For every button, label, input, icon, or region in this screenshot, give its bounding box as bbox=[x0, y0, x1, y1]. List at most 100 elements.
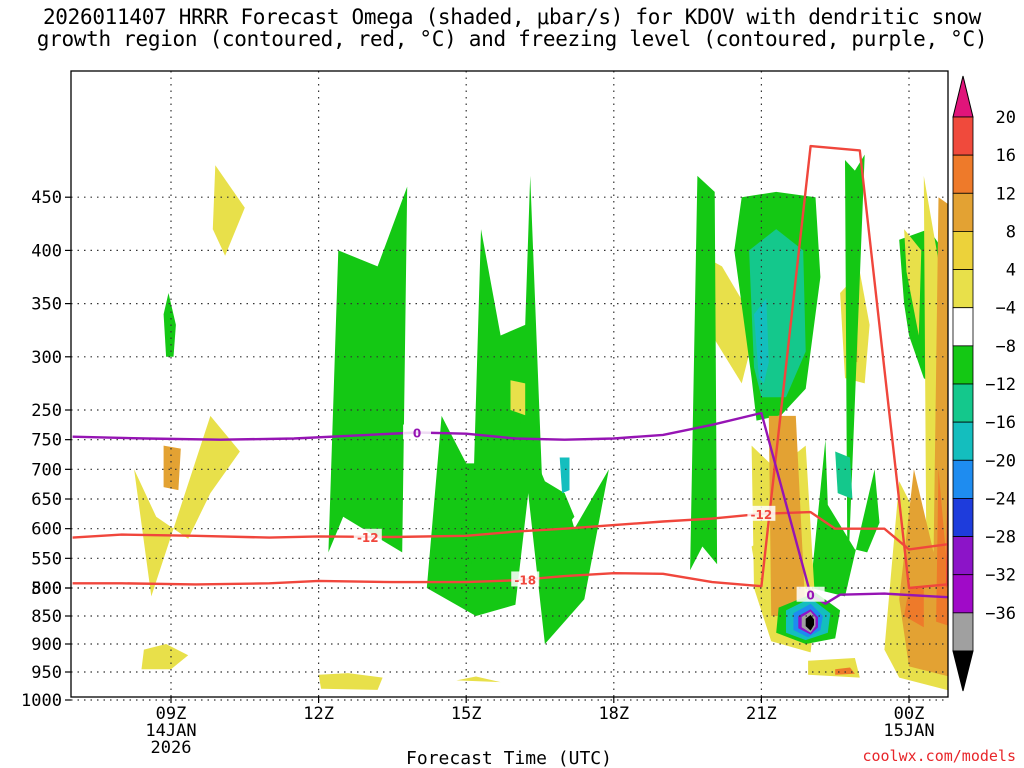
colorbar-label: 8 bbox=[1006, 222, 1016, 242]
omega-region bbox=[899, 197, 948, 677]
x-tick-label: 00Z bbox=[894, 704, 925, 724]
omega-region bbox=[904, 229, 922, 336]
y-tick-label: 950 bbox=[31, 663, 62, 683]
colorbar-swatch bbox=[952, 498, 974, 537]
grid-layer bbox=[71, 71, 948, 701]
colorbar-swatch bbox=[952, 574, 974, 614]
omega-region bbox=[163, 293, 176, 357]
colorbar-swatch bbox=[952, 421, 974, 461]
colorbar-swatch bbox=[952, 192, 974, 232]
y-tick-label: 450 bbox=[31, 188, 62, 208]
contour-label: 0 bbox=[806, 589, 814, 603]
y-tick-label: 900 bbox=[31, 635, 62, 655]
omega-region bbox=[134, 415, 240, 597]
colorbar-swatch bbox=[952, 345, 974, 385]
omega-region bbox=[318, 673, 383, 690]
colorbar-label: 16 bbox=[996, 146, 1016, 166]
x-tick-label: 2026 bbox=[151, 738, 192, 758]
x-tick-label: 15Z bbox=[451, 704, 482, 724]
contour-label: 0 bbox=[413, 427, 421, 441]
colorbar-swatch bbox=[952, 307, 974, 347]
contour-label-bg bbox=[403, 424, 431, 440]
x-tick-label: 12Z bbox=[303, 704, 334, 724]
omega-region bbox=[936, 469, 948, 626]
colorbar-swatch bbox=[952, 269, 974, 309]
colorbar-swatch bbox=[952, 383, 974, 423]
y-tick-label: 500 bbox=[31, 579, 62, 599]
x-tick-label: 15JAN bbox=[883, 721, 934, 741]
chart-title: 2026011407 HRRR Forecast Omega (shaded, … bbox=[0, 6, 1024, 50]
colorbar-label: −8 bbox=[996, 337, 1016, 357]
y-tick-label: 300 bbox=[31, 348, 62, 368]
y-tick-label: 550 bbox=[31, 549, 62, 569]
x-tick-label: 18Z bbox=[598, 704, 629, 724]
colorbar-swatch bbox=[952, 612, 974, 652]
colorbar-label: −12 bbox=[985, 375, 1016, 395]
colorbar-label: 12 bbox=[996, 184, 1016, 204]
y-tick-label: 700 bbox=[31, 460, 62, 480]
x-axis-title: Forecast Time (UTC) bbox=[406, 748, 612, 768]
omega-region bbox=[456, 676, 501, 683]
colorbar-label: 20 bbox=[996, 108, 1016, 128]
omega-region bbox=[768, 415, 806, 616]
omega-region bbox=[141, 644, 189, 670]
colorbar-label: −36 bbox=[985, 604, 1016, 624]
y-tick-label: 650 bbox=[31, 490, 62, 510]
omega-region bbox=[835, 451, 853, 499]
colorbar-swatch bbox=[952, 154, 974, 194]
x-tick-label: 09Z bbox=[156, 704, 187, 724]
omega-region bbox=[471, 175, 575, 565]
plot-frame bbox=[70, 70, 949, 698]
omega-region bbox=[702, 255, 757, 384]
colorbar: 20 16 12 8 4 −4 −8 −12 −16 −20 −24 −28 −32 −36 bbox=[952, 75, 1016, 692]
colorbar-swatch bbox=[952, 231, 974, 270]
omega-region bbox=[212, 165, 245, 256]
contour-label-bg bbox=[353, 528, 382, 544]
colorbar-label: −32 bbox=[985, 566, 1016, 586]
contour-dendritic-top bbox=[72, 144, 948, 590]
terrain-band bbox=[71, 697, 948, 702]
contour-label-bg bbox=[747, 505, 776, 521]
colorbar-label: −16 bbox=[985, 413, 1016, 433]
contour-label-bg bbox=[796, 586, 825, 602]
x-tick-label: 14JAN bbox=[145, 721, 196, 741]
omega-region bbox=[520, 421, 609, 644]
y-tick-label: 350 bbox=[31, 295, 62, 315]
y-tick-label: 250 bbox=[31, 401, 62, 421]
colorbar-bottom-arrow bbox=[952, 650, 974, 692]
contour-label: -18 bbox=[514, 573, 536, 587]
x-tick-label: 21Z bbox=[746, 704, 777, 724]
contour-dendritic-bottom bbox=[72, 510, 948, 551]
title-line-1: 2026011407 HRRR Forecast Omega (shaded, … bbox=[42, 5, 982, 29]
omega-region bbox=[754, 298, 769, 384]
contour-label-bg bbox=[511, 571, 540, 587]
colorbar-top-arrow bbox=[952, 75, 974, 118]
omega-region bbox=[810, 439, 880, 597]
colorbar-swatch bbox=[952, 536, 974, 576]
terrain-layer bbox=[71, 697, 948, 702]
omega-region bbox=[805, 614, 814, 631]
y-tick-label: 1000 bbox=[21, 691, 62, 711]
colorbar-label: −28 bbox=[985, 528, 1016, 548]
y-tick-label: 400 bbox=[31, 241, 62, 261]
omega-region bbox=[163, 445, 181, 491]
omega-region bbox=[835, 667, 855, 675]
y-tick-label: 800 bbox=[31, 579, 62, 599]
contour-label: -12 bbox=[751, 508, 773, 522]
y-axis: 250 300 350 400 450 500 550 600 650 700 750 800 850 9… bbox=[21, 188, 71, 711]
y-tick-label: 850 bbox=[31, 607, 62, 627]
omega-region bbox=[328, 186, 408, 553]
contour-label: -12 bbox=[357, 531, 379, 545]
contour-layer: -18 -12 -12 0 0 bbox=[72, 144, 948, 605]
contour-freezing-level bbox=[72, 411, 948, 605]
colorbar-label: 4 bbox=[1006, 261, 1016, 281]
y-tick-label: 750 bbox=[31, 431, 62, 451]
colorbar-label: −4 bbox=[996, 299, 1016, 319]
y-tick-label: 600 bbox=[31, 520, 62, 540]
omega-region bbox=[559, 457, 570, 494]
colorbar-swatch bbox=[952, 116, 974, 156]
omega-region bbox=[690, 175, 718, 571]
omega-region bbox=[510, 380, 526, 416]
